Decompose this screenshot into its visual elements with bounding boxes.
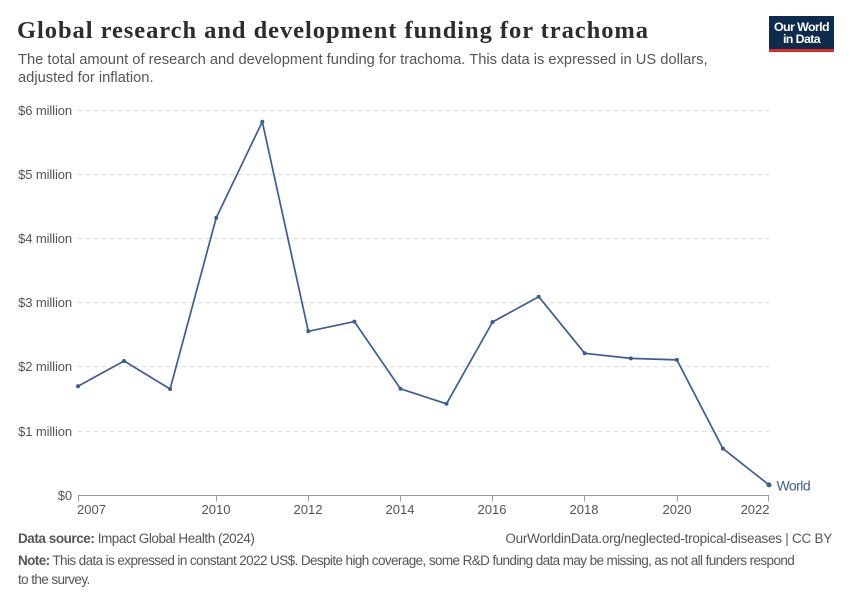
svg-text:$0: $0 [58,488,72,503]
svg-text:World: World [777,477,811,493]
svg-text:2010: 2010 [202,502,231,517]
svg-text:2020: 2020 [663,502,692,517]
svg-text:$3 million: $3 million [18,295,72,310]
svg-text:2007: 2007 [77,502,106,517]
svg-text:2018: 2018 [570,502,599,517]
svg-text:$6 million: $6 million [18,103,72,118]
svg-text:2014: 2014 [386,502,415,517]
svg-text:2022: 2022 [741,502,770,517]
svg-text:2016: 2016 [478,502,507,517]
svg-text:$2 million: $2 million [18,359,72,374]
svg-text:2012: 2012 [294,502,323,517]
svg-text:$4 million: $4 million [18,231,72,246]
svg-text:$5 million: $5 million [18,167,72,182]
svg-text:$1 million: $1 million [18,424,72,439]
